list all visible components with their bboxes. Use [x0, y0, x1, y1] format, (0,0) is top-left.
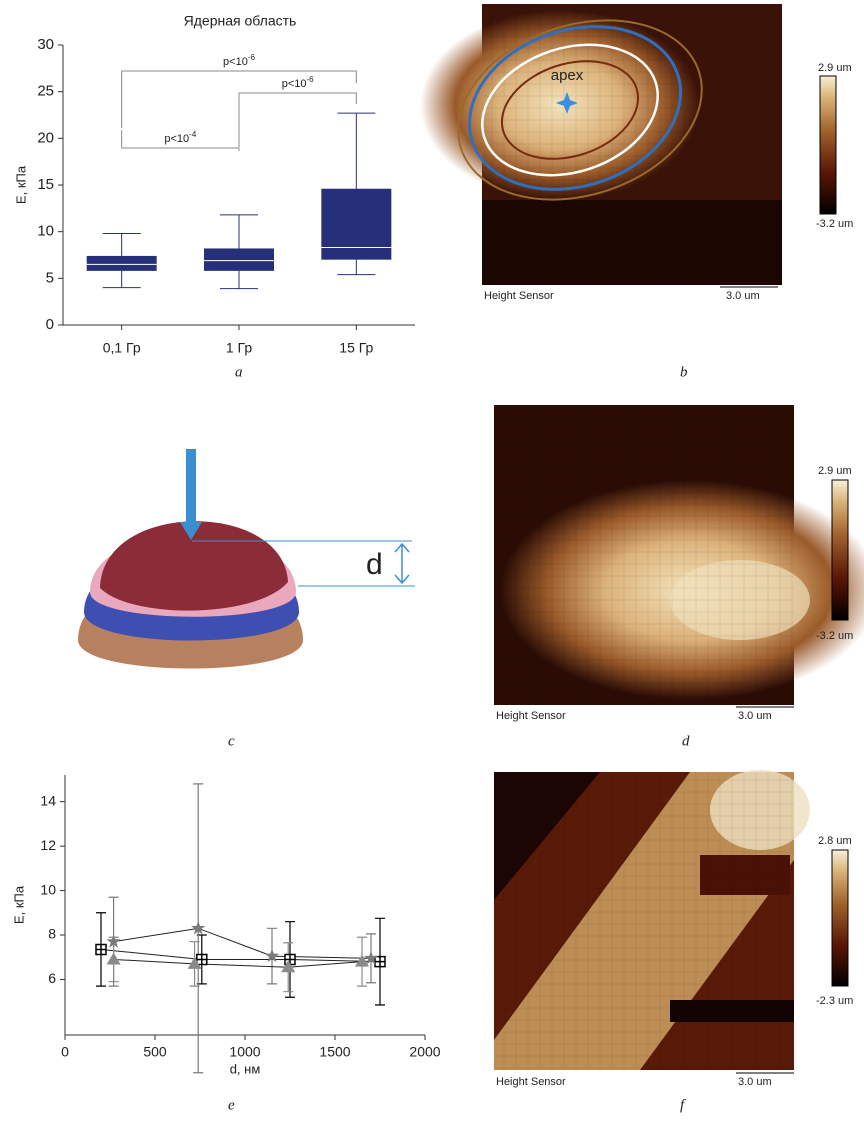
- chart-title: Ядерная область: [184, 13, 297, 29]
- y-tick-label: 10: [37, 223, 54, 240]
- y-axis-label: E, кПа: [11, 885, 26, 924]
- p-value-exponent: -6: [306, 75, 314, 84]
- marker-square: [197, 954, 207, 964]
- colorbar-max: 2.9 um: [818, 62, 852, 74]
- panel-label: a: [235, 364, 243, 380]
- panel-label: d: [682, 733, 690, 749]
- y-tick-label: 8: [48, 926, 56, 942]
- y-tick-label: 12: [40, 837, 56, 853]
- series-line: [114, 928, 371, 958]
- image-pixels: [494, 405, 794, 705]
- colorbar-max: 2.9 um: [818, 465, 852, 477]
- x-tick-label: 1 Гр: [226, 340, 252, 356]
- figure: apex Height Sensor 3.0 um 2.9 um -3.2 um…: [0, 0, 864, 1116]
- afm-image-d: Height Sensor 3.0 um 2.9 um -3.2 um: [494, 405, 864, 722]
- significance-bracket: [239, 93, 356, 147]
- image-caption: Height Sensor: [484, 290, 554, 302]
- p-value-text: p<10: [223, 56, 248, 68]
- colorbar: [832, 850, 848, 986]
- x-tick-label: 1500: [319, 1044, 350, 1060]
- scale-label: 3.0 um: [738, 1076, 772, 1088]
- x-tick-label: 1000: [229, 1044, 260, 1060]
- p-value: p<10-6: [282, 75, 314, 90]
- colorbar-min: -3.2 um: [816, 218, 853, 230]
- y-tick-label: 5: [46, 269, 54, 286]
- x-tick-label: 500: [143, 1044, 167, 1060]
- x-axis-label: d, нм: [230, 1061, 261, 1076]
- marker-square: [285, 954, 295, 964]
- y-tick-label: 30: [37, 36, 54, 53]
- series-line: [101, 949, 380, 961]
- afm-image-f: Height Sensor 3.0 um 2.8 um -2.3 um: [494, 770, 853, 1088]
- image-pixels: [494, 772, 794, 1070]
- x-tick-label: 15 Гр: [339, 340, 373, 356]
- y-tick-label: 15: [37, 176, 54, 193]
- p-value-exponent: -4: [189, 130, 197, 139]
- box: [321, 189, 391, 260]
- panel-label: e: [228, 1097, 235, 1113]
- scale-label: 3.0 um: [726, 290, 760, 302]
- p-value-text: p<10: [282, 78, 307, 90]
- y-tick-label: 10: [40, 881, 56, 897]
- indentation-diagram: d: [78, 449, 415, 669]
- y-tick-label: 20: [37, 129, 54, 146]
- y-axis-label: E, кПа: [13, 165, 28, 204]
- image-caption: Height Sensor: [496, 1076, 566, 1088]
- x-tick-label: 0: [61, 1044, 69, 1060]
- p-value-text: p<10: [164, 133, 189, 145]
- colorbar: [820, 76, 836, 214]
- colorbar: [832, 480, 848, 620]
- x-tick-label: 2000: [409, 1044, 440, 1060]
- colorbar-max: 2.8 um: [818, 835, 852, 847]
- panel-label: b: [680, 364, 688, 380]
- p-value-exponent: -6: [248, 53, 256, 62]
- indenter-arrow: [186, 449, 196, 524]
- marker-triangle: [107, 952, 121, 964]
- marker-square: [96, 944, 106, 954]
- y-tick-label: 25: [37, 83, 54, 100]
- box: [204, 248, 274, 270]
- p-value: p<10-6: [223, 53, 255, 68]
- dim-label: d: [366, 548, 383, 581]
- scale-label: 3.0 um: [738, 710, 772, 722]
- y-tick-label: 14: [40, 792, 56, 808]
- colorbar-min: -2.3 um: [816, 995, 853, 1007]
- afm-image-b: apex Height Sensor 3.0 um 2.9 um -3.2 um: [420, 0, 853, 302]
- colorbar-min: -3.2 um: [816, 630, 853, 642]
- x-tick-label: 0,1 Гр: [103, 340, 141, 356]
- y-tick-label: 0: [46, 316, 54, 333]
- y-tick-label: 6: [48, 970, 56, 986]
- box: [87, 256, 157, 271]
- panel-label: f: [680, 1097, 686, 1113]
- apex-label: apex: [551, 67, 584, 84]
- marker-square: [375, 957, 385, 967]
- panel-label: c: [228, 733, 235, 749]
- image-caption: Height Sensor: [496, 710, 566, 722]
- p-value: p<10-4: [164, 130, 196, 145]
